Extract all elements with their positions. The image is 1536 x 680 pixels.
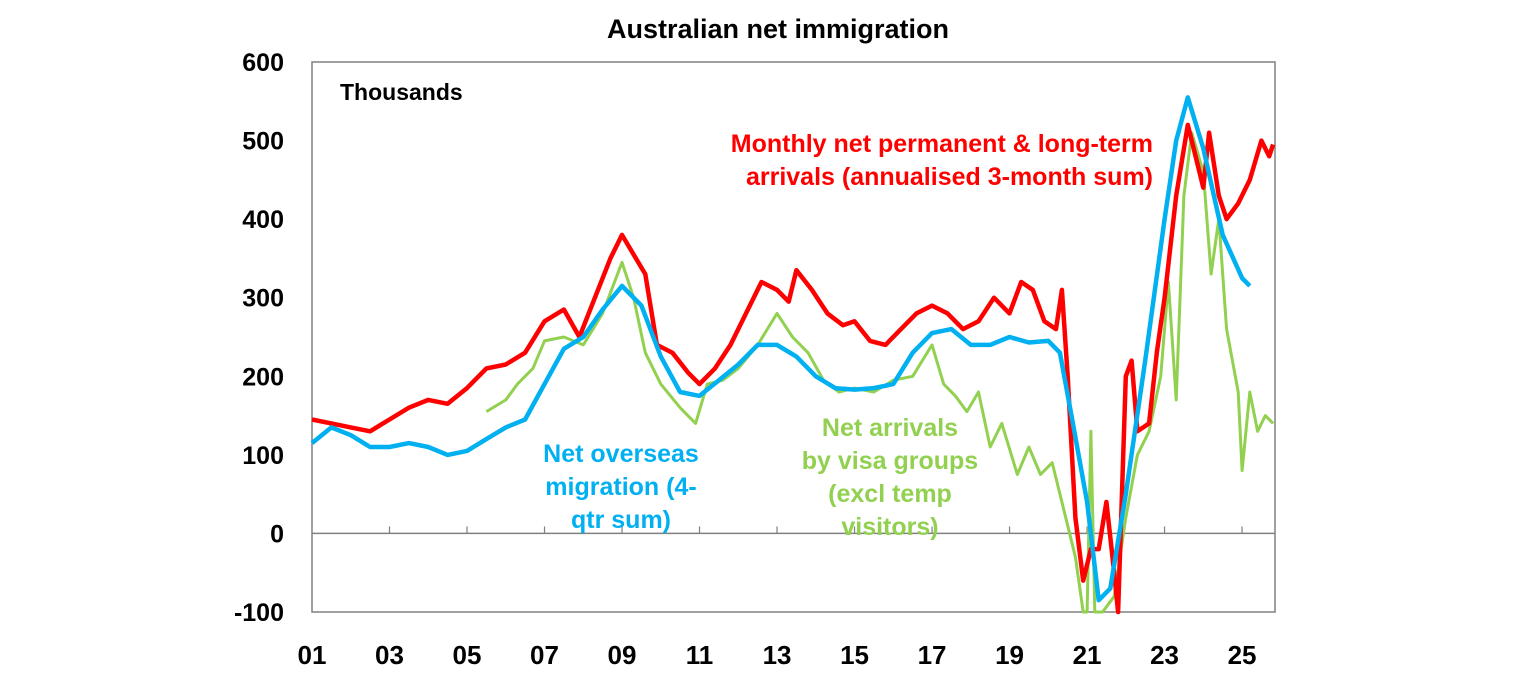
x-tick-label: 05 [453,640,482,670]
chart-title: Australian net immigration [607,14,949,44]
x-tick-label: 25 [1228,640,1257,670]
y-tick-label: 200 [242,363,284,391]
y-tick-label: 500 [242,128,284,156]
series-label: qtr sum) [571,506,671,534]
series-label: Net overseas [543,440,699,468]
series-line-2 [485,131,1275,614]
series-label: migration (4- [545,473,696,501]
series-label: (excl temp [828,480,952,508]
x-tick-label: 21 [1073,640,1102,670]
x-tick-label: 13 [763,640,792,670]
series-label: Net arrivals [822,414,958,442]
y-tick-label: 600 [242,49,284,77]
series-line-1 [310,95,1252,603]
x-tick-label: 17 [918,640,947,670]
x-tick-label: 11 [686,640,714,670]
x-tick-label: 19 [995,640,1024,670]
x-tick-label: 01 [298,640,327,670]
y-tick-label: 100 [242,442,284,470]
series-label: visitors) [841,513,938,541]
series-label: Monthly net permanent & long-term [731,130,1153,158]
plot-area [311,61,1276,613]
x-tick-label: 07 [530,640,559,670]
x-tick-label: 23 [1150,640,1179,670]
y-tick-label: 400 [242,206,284,234]
y-axis-label: Thousands [340,79,463,105]
series-line-0 [311,122,1276,615]
x-tick-label: 09 [608,640,637,670]
series-label: by visa groups [802,447,978,475]
x-tick-label: 15 [840,640,869,670]
x-tick-label: 03 [375,640,404,670]
series-label: arrivals (annualised 3-month sum) [746,163,1153,191]
y-tick-label: -100 [234,599,284,627]
y-tick-label: 300 [242,285,284,313]
y-tick-label: 0 [270,520,284,548]
